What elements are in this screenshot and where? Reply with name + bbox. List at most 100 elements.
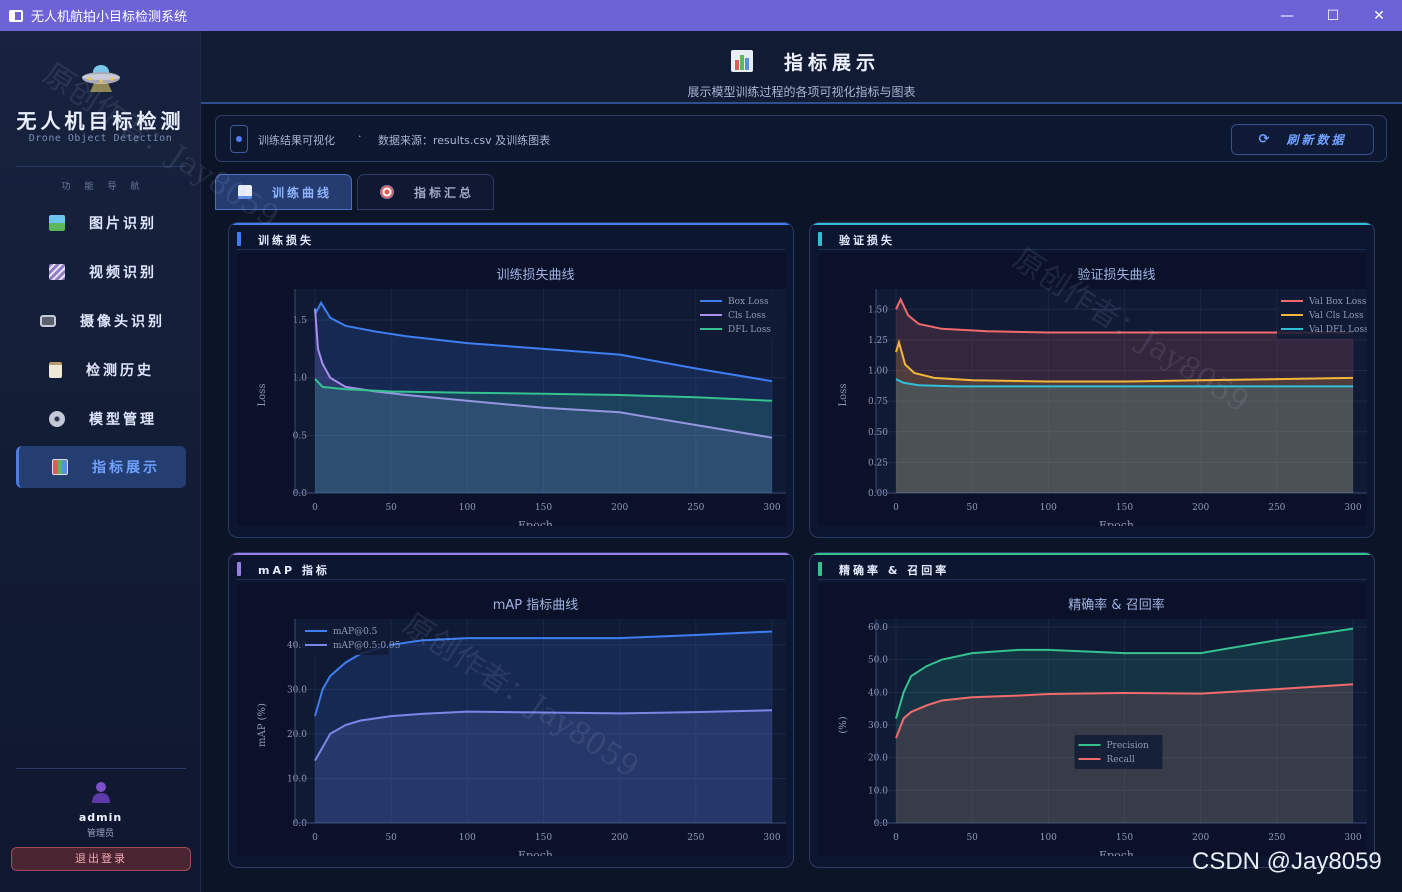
- x-tick-label: 300: [763, 833, 780, 843]
- x-tick-label: 100: [1040, 503, 1057, 513]
- x-tick-label: 250: [687, 833, 704, 843]
- series-line: [895, 378, 1353, 388]
- sidebar-item-label: 检测历史: [86, 363, 154, 379]
- page-title: 指标展示: [784, 52, 881, 74]
- legend-box: [301, 621, 389, 655]
- x-tick-label: 200: [1192, 503, 1209, 513]
- y-tick-label: 1.25: [868, 336, 888, 346]
- x-tick-label: 300: [1344, 833, 1361, 843]
- panel-title: mAP 指标: [258, 564, 330, 577]
- x-tick-label: 250: [687, 503, 704, 513]
- minimize-button[interactable]: —: [1280, 7, 1294, 24]
- maximize-button[interactable]: ☐: [1326, 7, 1340, 24]
- refresh-button[interactable]: ⟳ 刷新数据: [1231, 124, 1374, 155]
- chart-title: 精确率 & 召回率: [1068, 597, 1164, 613]
- y-tick-label: 1.0: [293, 374, 308, 384]
- series-area: [315, 631, 772, 823]
- user-avatar-icon: [92, 782, 110, 803]
- y-tick-label: 1.5: [293, 316, 308, 326]
- legend-label: DFL Loss: [728, 325, 771, 335]
- status-dot-icon: [236, 136, 242, 142]
- x-tick-label: 0: [312, 833, 318, 843]
- x-axis-label: Epoch: [1099, 849, 1134, 856]
- gear-icon: [49, 411, 65, 427]
- y-tick-label: 0.75: [868, 397, 888, 407]
- legend-label: Val Cls Loss: [1308, 311, 1364, 321]
- y-tick-label: 1.00: [868, 367, 888, 377]
- y-axis-label: mAP (%): [257, 703, 268, 747]
- x-tick-label: 0: [312, 503, 318, 513]
- series-area: [896, 628, 1353, 823]
- sidebar-item-image-detect[interactable]: 图片识别: [16, 202, 186, 244]
- panel-marker: [237, 232, 241, 246]
- status-indicator: [230, 125, 248, 153]
- sidebar-item-label: 视频识别: [89, 265, 157, 281]
- x-tick-label: 0: [893, 833, 899, 843]
- close-button[interactable]: ✕: [1373, 7, 1385, 24]
- tab-metrics-summary[interactable]: 指标汇总: [357, 174, 494, 210]
- refresh-label: 刷新数据: [1286, 133, 1347, 147]
- x-tick-label: 100: [459, 833, 476, 843]
- sidebar-item-camera-detect[interactable]: 摄像头识别: [16, 300, 186, 342]
- tab-label: 指标汇总: [414, 185, 475, 200]
- bar-chart-icon: [731, 50, 753, 72]
- train-loss-chart: 训练损失曲线 0.0 0.5 1.0 1.5 0 50 100 150 200 250 300 Epoc…: [257, 268, 786, 526]
- y-tick-label: 30.0: [868, 721, 888, 731]
- panel-accent-bar: [810, 553, 1374, 555]
- y-tick-label: 10.0: [868, 786, 888, 796]
- chart-title: 验证损失曲线: [1077, 267, 1155, 283]
- sidebar-item-label: 模型管理: [89, 412, 157, 428]
- panel-precision-recall: 精确率 & 召回率 精确率 & 召回率 0.0 10.0 20.0 30.0 40.0 50…: [809, 552, 1375, 868]
- tab-training-curves[interactable]: 训练曲线: [215, 174, 352, 210]
- x-tick-label: 150: [535, 833, 552, 843]
- y-axis-label: Loss: [838, 384, 849, 407]
- series-line: [314, 630, 773, 717]
- panel-header: 训练损失: [237, 228, 785, 250]
- series-line: [314, 300, 773, 383]
- chart-area: 验证损失曲线 0.00 0.25 0.50 0.75 1.00 1.25 1.50 0 50 100…: [818, 253, 1367, 526]
- tab-label: 训练曲线: [272, 185, 333, 200]
- series-line: [895, 683, 1354, 739]
- picture-icon: [49, 215, 65, 231]
- y-tick-label: 0.00: [868, 489, 888, 499]
- window-title: 无人机航拍小目标检测系统: [31, 10, 188, 25]
- y-tick-label: 10.0: [287, 774, 307, 784]
- app-icon: [9, 9, 23, 22]
- user-name: admin: [78, 811, 123, 824]
- x-axis-label: Epoch: [1099, 519, 1134, 526]
- x-tick-label: 50: [385, 503, 397, 513]
- y-tick-label: 40.0: [868, 688, 888, 698]
- x-tick-label: 50: [966, 833, 978, 843]
- sidebar-item-metrics[interactable]: 指标展示: [16, 446, 186, 488]
- sidebar-item-video-detect[interactable]: 视频识别: [16, 251, 186, 293]
- user-role: 管理员: [86, 829, 114, 839]
- series-area: [315, 378, 772, 493]
- panel-val-loss: 验证损失 验证损失曲线 0.00 0.25 0.50 0.75 1.00 1.25 1.50 0…: [809, 222, 1375, 538]
- brand-title: 无人机目标检测: [16, 109, 185, 133]
- sidebar-item-model-manage[interactable]: 模型管理: [16, 398, 186, 440]
- logout-button[interactable]: 退出登录: [11, 847, 191, 871]
- x-tick-label: 150: [1116, 503, 1133, 513]
- sidebar-item-history[interactable]: 检测历史: [16, 349, 186, 391]
- info-bar: 训练结果可视化 · 数据来源：results.csv 及训练图表 ⟳ 刷新数据: [215, 115, 1387, 162]
- y-tick-label: 0.0: [293, 819, 308, 829]
- series-area: [315, 710, 772, 823]
- x-tick-label: 300: [763, 503, 780, 513]
- panel-title: 训练损失: [258, 234, 314, 247]
- series-line: [314, 709, 773, 762]
- target-icon: [380, 185, 394, 199]
- y-tick-label: 30.0: [287, 685, 307, 695]
- panel-title: 验证损失: [839, 234, 895, 247]
- panel-header: mAP 指标: [237, 558, 785, 580]
- sidebar: 无人机目标检测 Drone Object Detection 功能导航 图片识别…: [0, 31, 201, 892]
- x-tick-label: 50: [385, 833, 397, 843]
- series-line: [314, 378, 773, 402]
- data-source-text: 数据来源：results.csv 及训练图表: [378, 134, 551, 147]
- panel-map: mAP 指标 mAP 指标曲线 0.0 10.0 20.0 30.0 40.0 0 50 100…: [228, 552, 794, 868]
- y-tick-label: 0.0: [293, 489, 308, 499]
- series-area: [896, 379, 1353, 493]
- panel-title: 精确率 & 召回率: [839, 564, 950, 577]
- bar-chart-icon: [52, 459, 68, 475]
- csdn-watermark: CSDN @Jay8059: [1192, 848, 1382, 875]
